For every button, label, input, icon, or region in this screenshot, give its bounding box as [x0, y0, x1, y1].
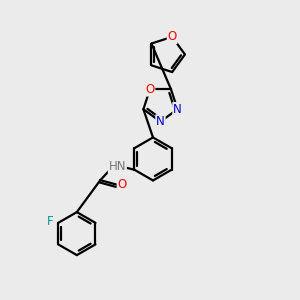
Text: O: O	[167, 30, 177, 43]
Text: N: N	[173, 103, 182, 116]
Text: O: O	[145, 83, 154, 96]
Text: HN: HN	[109, 160, 126, 173]
Text: F: F	[46, 215, 53, 228]
Text: O: O	[118, 178, 127, 191]
Text: N: N	[156, 115, 165, 128]
